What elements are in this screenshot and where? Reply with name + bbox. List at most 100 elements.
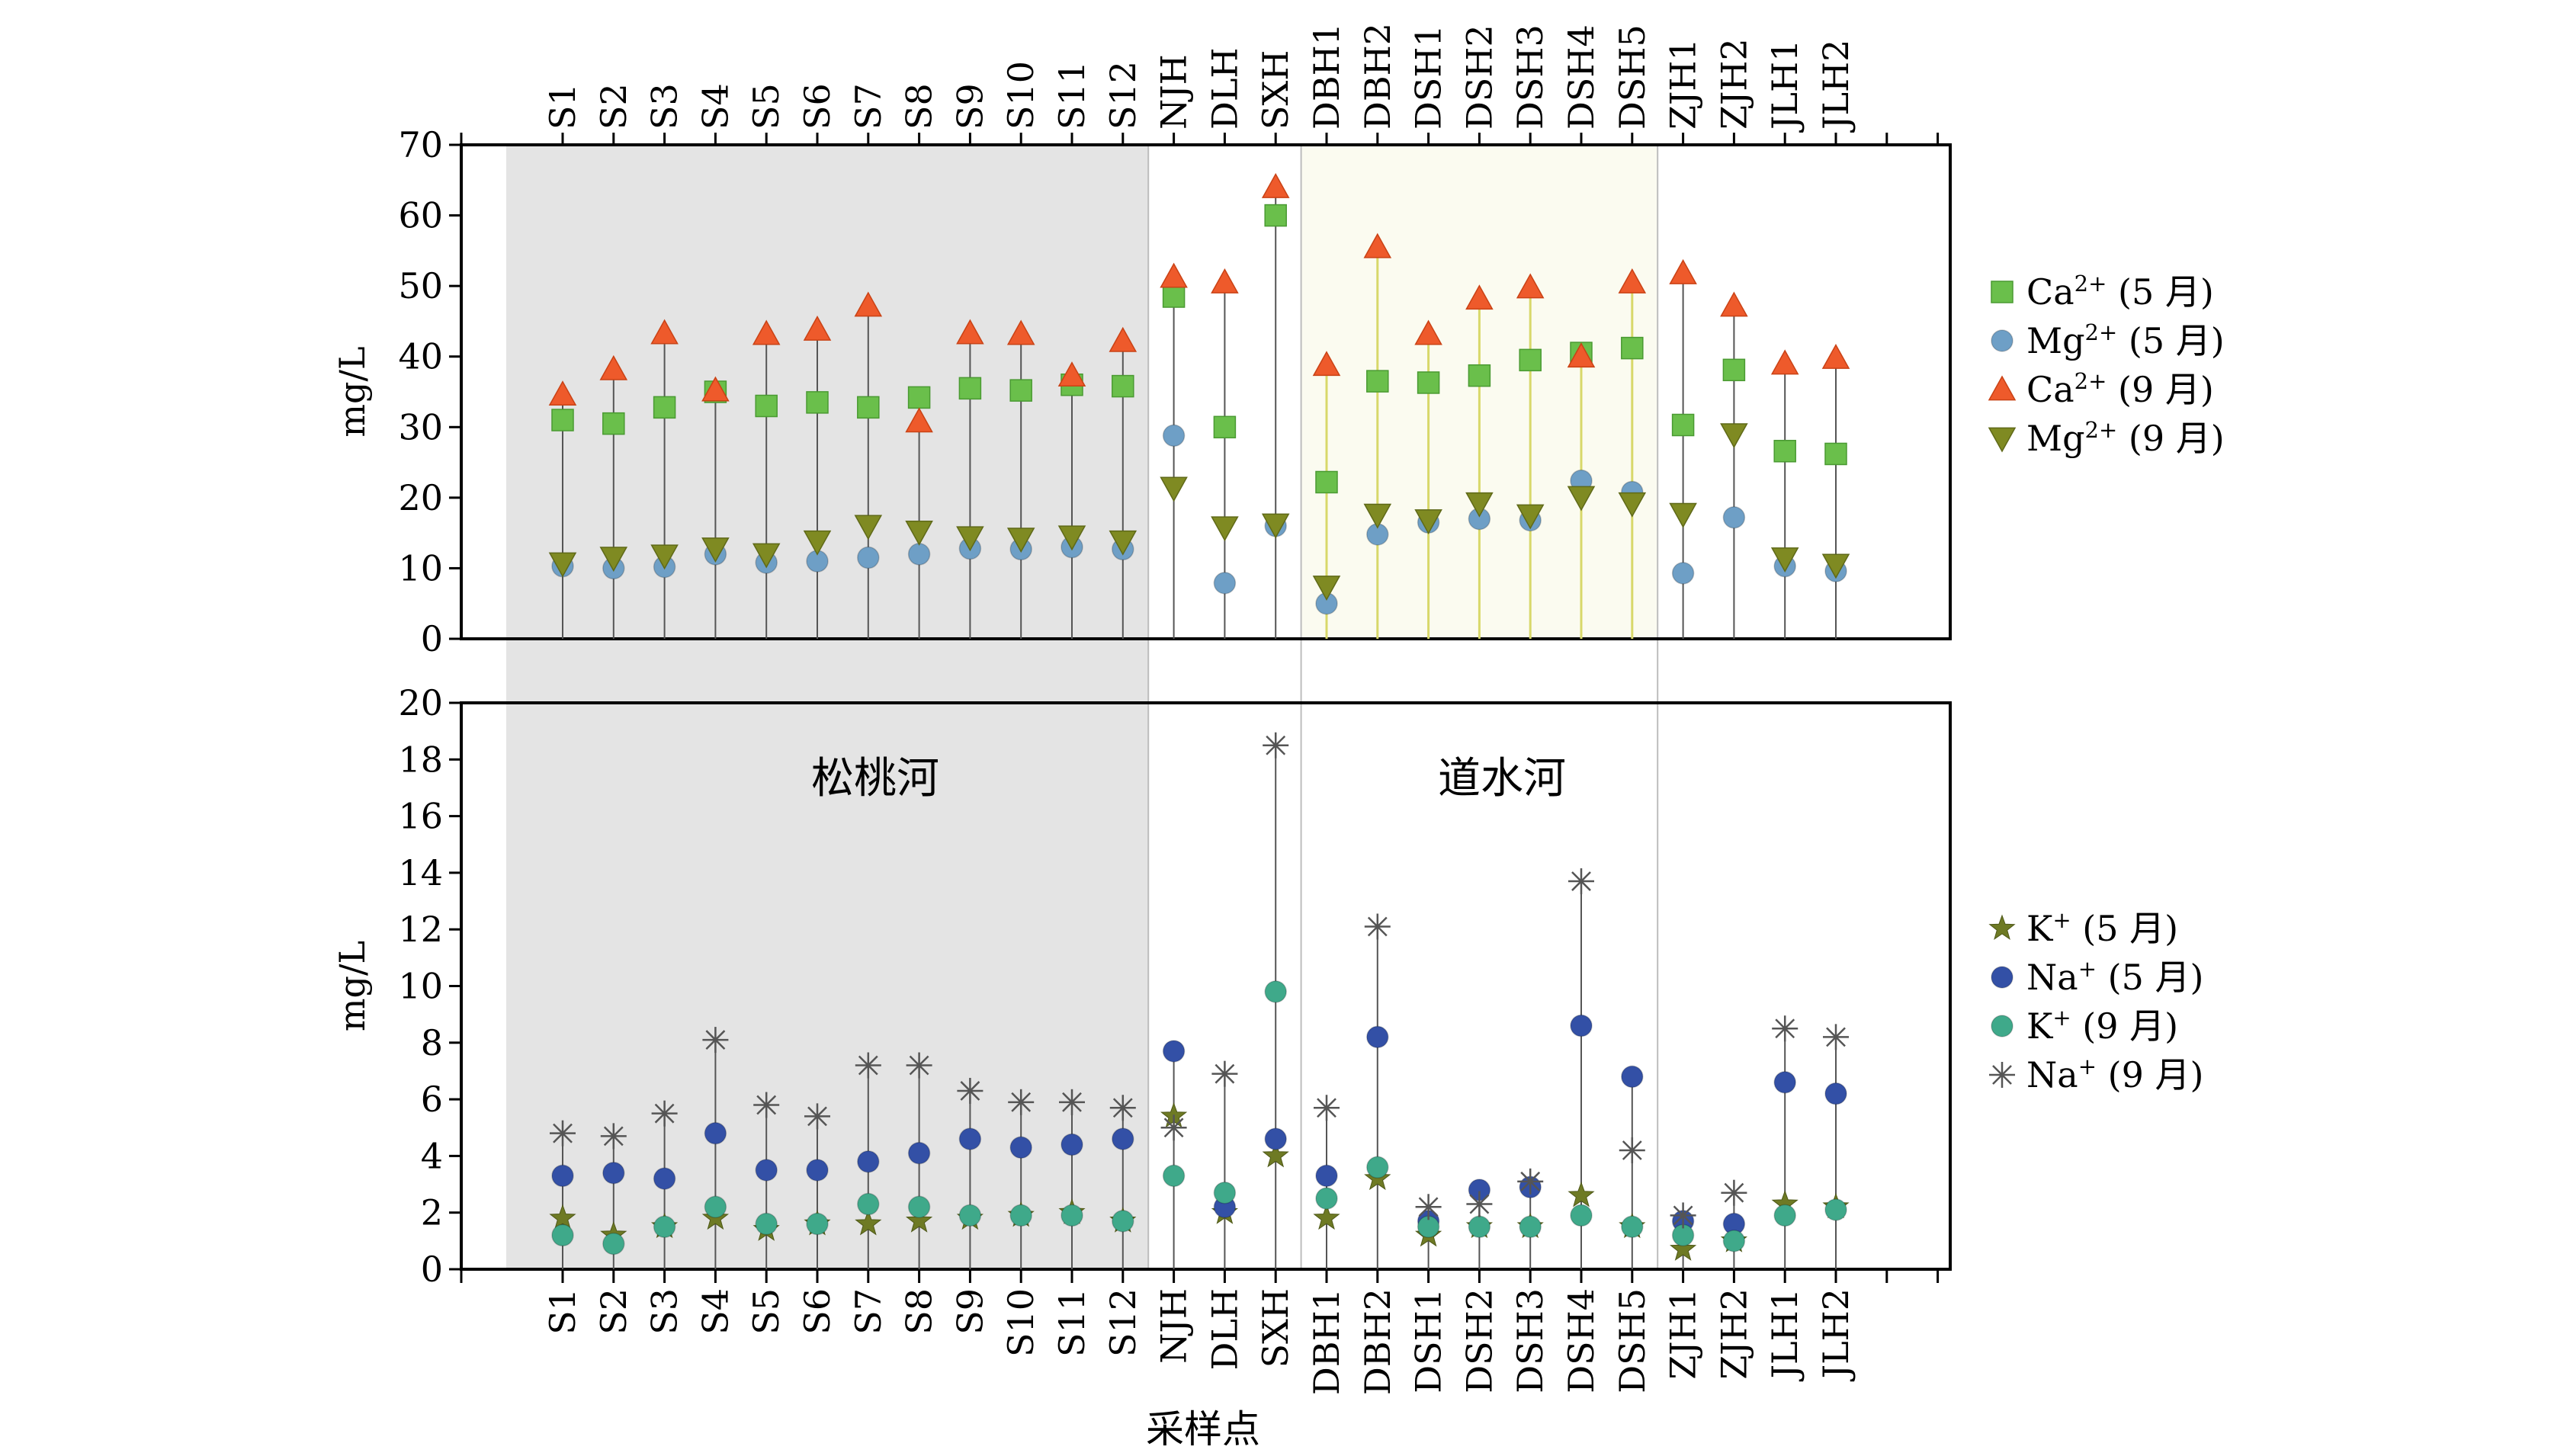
x-tick-label-top: JLH1	[1764, 40, 1805, 133]
point-p2-s2	[1162, 1040, 1186, 1063]
x-tick-label-top: DSH3	[1510, 24, 1551, 130]
point-p2-s1	[1670, 1235, 1697, 1261]
point-p2-s3	[602, 1232, 625, 1256]
point-p1-s1	[1315, 470, 1338, 494]
point-p2-s4	[1823, 1024, 1849, 1050]
point-p2-s4	[1772, 1015, 1799, 1042]
y-tick-label: 12	[398, 909, 443, 950]
point-p1-s3	[1261, 172, 1290, 198]
point-p1-s3	[1312, 351, 1341, 377]
point-p1-s1	[1468, 364, 1491, 387]
legend-marker-p2-s1	[1988, 914, 2016, 940]
point-p1-s1	[1722, 358, 1746, 382]
x-tick-label-top: S1	[542, 83, 583, 130]
point-p1-s4	[1211, 516, 1239, 542]
y-tick-label: 8	[421, 1022, 443, 1063]
point-p1-s4	[1465, 492, 1494, 518]
point-p1-s3	[1669, 258, 1697, 284]
point-p1-s3	[1414, 319, 1442, 345]
point-p2-s4	[1466, 1191, 1493, 1217]
point-p2-s1	[906, 1207, 933, 1233]
y-tick-label: 30	[398, 406, 443, 447]
point-p1-s1	[1519, 348, 1542, 372]
point-p2-s3	[958, 1204, 982, 1227]
legend-label-p2-s3: K+ (9 月)	[2026, 1005, 2178, 1047]
legend-marker-p2-s4	[1989, 1062, 2015, 1088]
point-p1-s4	[701, 537, 730, 563]
point-p1-s2	[907, 543, 931, 566]
point-p2-s4	[906, 1052, 932, 1079]
point-p1-s4	[1363, 503, 1392, 529]
point-p1-s3	[1057, 361, 1086, 387]
point-p2-s2	[653, 1167, 676, 1190]
point-p1-s3	[650, 319, 679, 345]
point-p1-s3	[599, 354, 628, 380]
x-tick-label-bottom: JLH2	[1815, 1288, 1856, 1381]
point-p1-s4	[1109, 530, 1138, 556]
x-tick-label-bottom: S12	[1102, 1288, 1144, 1357]
y-tick-label: 50	[398, 265, 443, 306]
point-p1-s1	[907, 386, 931, 409]
point-p2-s2	[704, 1121, 727, 1145]
point-p2-s3	[1061, 1204, 1083, 1227]
point-p1-s1	[1773, 440, 1796, 463]
legend-marker-p2-s2	[1991, 966, 2014, 989]
point-p2-s2	[1773, 1071, 1796, 1094]
point-p2-s3	[1315, 1187, 1338, 1210]
region-label-songtao: 松桃河	[811, 754, 939, 803]
point-p1-s3	[1567, 342, 1596, 368]
point-p1-s1	[1417, 371, 1440, 394]
y-tick-label: 0	[421, 618, 443, 659]
x-tick-label-bottom: S9	[949, 1288, 990, 1335]
point-p2-s4	[1721, 1179, 1747, 1206]
point-p2-s1	[549, 1204, 576, 1230]
point-p1-s3	[854, 291, 883, 317]
point-p1-s4	[1414, 509, 1442, 535]
point-p2-s1	[1262, 1141, 1289, 1168]
point-p1-s2	[1213, 572, 1237, 595]
x-tick-label-bottom: DBH1	[1306, 1288, 1347, 1395]
point-p1-s1	[1264, 204, 1287, 227]
point-p1-s4	[1618, 492, 1647, 518]
x-tick-label-top: ZJH1	[1663, 38, 1704, 130]
legend-marker-p1-s4	[1988, 427, 2017, 453]
point-p1-s4	[599, 547, 628, 572]
point-p1-s3	[1516, 273, 1545, 299]
point-p1-s3	[701, 376, 730, 402]
point-p2-s2	[958, 1127, 982, 1150]
x-tick-label-top: S8	[899, 83, 940, 130]
point-p1-s1	[1162, 285, 1186, 308]
point-p2-s4	[550, 1120, 576, 1147]
x-tick-label-bottom: S10	[1000, 1288, 1041, 1357]
x-tick-label-bottom: ZJH1	[1663, 1288, 1704, 1380]
point-p1-s3	[1618, 268, 1647, 293]
point-p1-s3	[1109, 326, 1138, 352]
legend-label-p1-s4: Mg2+ (9 月)	[2026, 417, 2225, 459]
legend-label-p2-s2: Na+ (5 月)	[2026, 956, 2203, 998]
y-tick-label: 10	[398, 966, 443, 1007]
point-p1-s4	[1516, 504, 1545, 530]
x-tick-label-top: DSH5	[1612, 24, 1653, 130]
point-p1-s1	[551, 409, 574, 431]
point-p2-s2	[1570, 1014, 1593, 1037]
legend-label-p2-s1: K+ (5 月)	[2026, 907, 2178, 949]
legend-marker-p1-s3	[1988, 375, 2017, 401]
x-tick-label-bottom: S8	[899, 1288, 940, 1335]
point-p1-s4	[803, 530, 832, 556]
point-p2-s1	[1568, 1181, 1595, 1207]
point-p1-s3	[1720, 291, 1748, 317]
x-tick-label-bottom: DSH3	[1510, 1288, 1551, 1393]
point-p1-s4	[1770, 547, 1799, 573]
x-axis-label: 采样点	[1146, 1407, 1260, 1451]
point-p2-s3	[755, 1212, 778, 1236]
x-tick-label-bottom: S7	[848, 1288, 889, 1335]
point-p1-s3	[548, 380, 577, 406]
x-tick-label-top: S5	[746, 83, 787, 130]
point-p1-s1	[1213, 415, 1237, 439]
x-tick-label-top: S2	[593, 83, 634, 130]
x-tick-label-top: ZJH2	[1713, 38, 1754, 130]
point-p2-s3	[1519, 1215, 1542, 1239]
point-p2-s4	[957, 1077, 983, 1104]
point-p1-s1	[857, 396, 880, 419]
